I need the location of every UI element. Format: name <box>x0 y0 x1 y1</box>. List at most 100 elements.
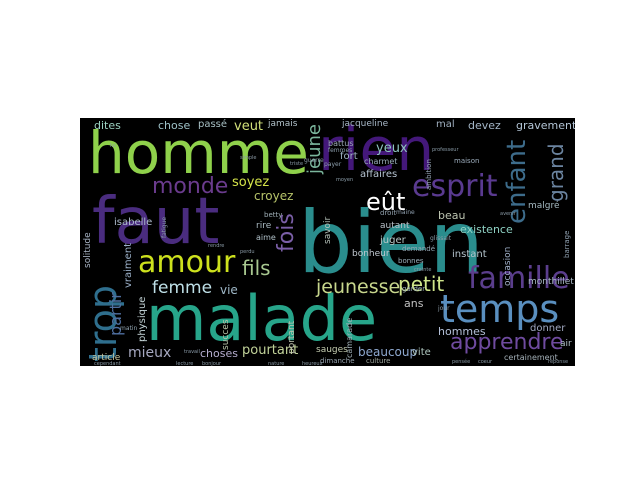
word-pensee: pensée <box>452 359 471 365</box>
word-aime: aime <box>256 233 276 242</box>
word-nature: nature <box>268 361 285 367</box>
word-droit: droit <box>380 209 397 217</box>
word-mal: mal <box>436 119 455 130</box>
word-choses: choses <box>200 347 238 360</box>
word-bonheur: bonheur <box>352 249 390 259</box>
word-coeur: coeur <box>478 359 493 365</box>
word-triste: triste <box>290 161 304 167</box>
word-yeux: yeux <box>376 141 408 156</box>
word-esprit: esprit <box>412 169 498 204</box>
word-eut: eût <box>366 188 406 216</box>
word-air: air <box>560 339 572 349</box>
word-guerre: guerre <box>304 157 324 164</box>
word-famille: famille <box>468 261 570 296</box>
word-crainte: crainte <box>414 267 432 273</box>
word-lecture: lecture <box>176 361 194 367</box>
word-portant: portant <box>287 320 297 354</box>
word-charmet: charmet <box>364 157 398 166</box>
word-jamais: jamais <box>268 119 298 129</box>
word-bonjour: bonjour <box>202 361 222 367</box>
word-dites: dites <box>94 119 121 132</box>
word-malade: malade <box>146 282 378 355</box>
word-physique: physique <box>137 296 148 342</box>
word-bonnes: bonnes <box>398 257 424 265</box>
word-moyen: moyen <box>336 177 354 183</box>
word-savoir: savoir <box>323 216 333 244</box>
word-sauges: sauges <box>316 345 348 355</box>
word-simple: simple <box>240 155 257 161</box>
word-certainement: certainement <box>504 353 558 362</box>
word-jacqueline: jacqueline <box>342 119 389 129</box>
word-maine: maine <box>396 209 415 216</box>
word-jour: jour <box>438 305 450 312</box>
word-succes: succes <box>221 319 231 350</box>
word-glissait: glissait <box>430 235 452 242</box>
word-donner: donner <box>530 323 566 334</box>
word-soyez: soyez <box>232 175 270 190</box>
word-affaires: affaires <box>360 169 398 180</box>
word-perdu: perdu <box>240 249 255 255</box>
word-heureux: heureux <box>302 361 323 367</box>
word-battus: battus <box>328 139 354 148</box>
word-beau: beau <box>438 209 466 222</box>
word-betty: betty <box>264 211 283 219</box>
word-mieux: mieux <box>128 345 172 361</box>
word-amour: amour <box>138 245 236 280</box>
word-juger: juger <box>380 235 406 246</box>
word-jeunesse: jeunesse <box>316 276 401 298</box>
word-isabelle: isabelle <box>114 217 153 228</box>
word-autant: autant <box>380 221 410 231</box>
word-femmes: femmes <box>328 147 353 154</box>
word-instant: instant <box>452 249 487 260</box>
word-ambition: ambition <box>425 159 433 190</box>
word-professeur: professeur <box>432 147 459 153</box>
word-fatigue: fatigue <box>161 216 168 238</box>
word-gravement: gravement <box>516 119 575 132</box>
word-monthillet: monthillet <box>528 277 574 287</box>
word-fois: fois <box>274 213 299 252</box>
word-cependant: cependant <box>94 361 121 367</box>
word-jeune: jeune <box>304 124 325 174</box>
word-passe: passé <box>198 119 228 130</box>
word-article: article <box>92 353 121 363</box>
word-vraiment: vraiment <box>123 242 134 288</box>
word-dimanche: dimanche <box>320 357 355 365</box>
word-travail: travail <box>184 349 200 355</box>
word-rien: rien <box>318 118 435 185</box>
word-barrage: barrage <box>563 230 571 258</box>
word-apprendre: apprendre <box>450 330 564 355</box>
word-lui: lui <box>110 143 116 149</box>
word-ans: ans <box>404 297 424 310</box>
word-veut: veut <box>234 119 264 134</box>
word-avenir: avenir <box>500 211 516 217</box>
word-rire: rire <box>256 221 272 231</box>
word-occasion: occasion <box>503 246 513 286</box>
word-garder: garder <box>402 285 426 293</box>
word-homme: homme <box>88 119 309 187</box>
word-fort: fort <box>340 151 358 162</box>
word-chose: chose <box>158 119 191 132</box>
word-reponse: réponse <box>548 359 569 365</box>
word-monde: monde <box>152 174 229 199</box>
word-grand: grand <box>544 143 568 202</box>
word-temps: temps <box>440 287 560 331</box>
word-vite: vite <box>412 347 431 358</box>
word-solitude: solitude <box>83 232 93 268</box>
word-rendre: rendre <box>208 243 225 249</box>
word-beaucoup: beaucoup <box>358 345 418 359</box>
word-culture: culture <box>366 357 391 365</box>
word-cloud-panel: bien faut homme malade rien temps amour … <box>80 118 575 366</box>
word-femme: femme <box>152 278 213 298</box>
word-pourtant: pourtant <box>242 343 299 358</box>
word-matin: matin <box>120 325 138 332</box>
word-bien: bien <box>298 193 484 293</box>
word-devez: devez <box>468 119 501 132</box>
word-croyez: croyez <box>254 189 294 203</box>
word-payer: payer <box>324 161 342 168</box>
word-hommes: hommes <box>438 325 486 338</box>
word-camarade: camarade <box>345 317 354 358</box>
word-vie: vie <box>220 283 238 297</box>
word-malgre: malgré <box>528 201 560 211</box>
word-demande: demandé <box>402 245 436 253</box>
word-maison: maison <box>454 157 480 165</box>
